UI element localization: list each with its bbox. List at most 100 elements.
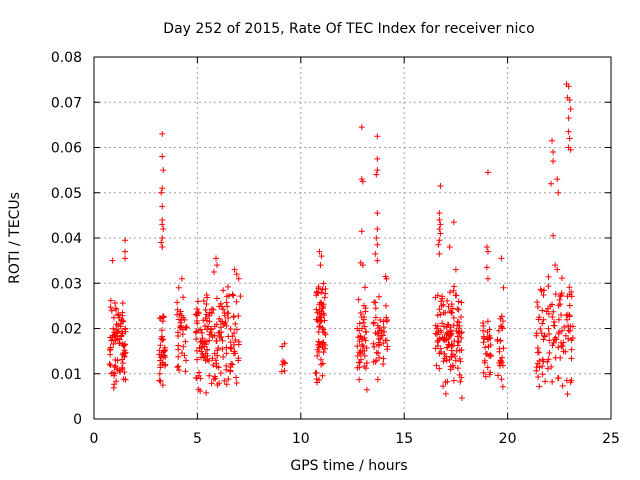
data-point — [204, 294, 211, 301]
data-point — [485, 335, 492, 342]
data-point — [443, 336, 450, 343]
data-point — [225, 314, 232, 321]
data-point — [363, 360, 370, 367]
data-point — [363, 344, 370, 351]
data-point — [175, 284, 182, 291]
data-point — [358, 124, 365, 131]
data-point — [552, 354, 559, 361]
data-point — [322, 286, 329, 293]
data-point — [174, 329, 181, 336]
data-point — [565, 327, 572, 334]
data-point — [157, 357, 164, 364]
data-point — [480, 369, 487, 376]
data-point — [195, 386, 202, 393]
data-point — [119, 300, 126, 307]
data-point — [193, 336, 200, 343]
data-point — [484, 350, 491, 357]
data-point — [107, 362, 114, 369]
data-point — [372, 250, 379, 257]
data-point — [372, 305, 379, 312]
data-point — [561, 324, 568, 331]
data-point — [121, 369, 128, 376]
data-point — [214, 352, 221, 359]
data-point — [481, 359, 488, 366]
x-tick-label: 10 — [292, 431, 310, 447]
data-point — [195, 298, 202, 305]
data-point — [457, 378, 464, 385]
data-point — [158, 239, 165, 246]
data-point — [534, 299, 541, 306]
data-point — [374, 330, 381, 337]
data-point — [380, 361, 387, 368]
data-point — [539, 307, 546, 314]
data-point — [228, 360, 235, 367]
data-point — [500, 345, 507, 352]
data-point — [549, 378, 556, 385]
data-point — [160, 348, 167, 355]
data-point — [160, 167, 167, 174]
data-point — [494, 337, 501, 344]
data-point — [437, 311, 444, 318]
data-point — [550, 149, 557, 156]
data-point — [202, 341, 209, 348]
data-point — [500, 318, 507, 325]
data-point — [480, 339, 487, 346]
data-point — [452, 266, 459, 273]
data-point — [446, 244, 453, 251]
data-point — [160, 336, 167, 343]
data-point — [546, 337, 553, 344]
data-point — [281, 359, 288, 366]
data-point — [537, 326, 544, 333]
data-point — [111, 364, 118, 371]
data-point — [450, 314, 457, 321]
data-point — [555, 344, 562, 351]
data-point — [313, 292, 320, 299]
data-point — [545, 273, 552, 280]
data-point — [363, 328, 370, 335]
data-point — [203, 338, 210, 345]
data-point — [209, 355, 216, 362]
data-point — [380, 340, 387, 347]
data-point — [566, 284, 573, 291]
data-point — [536, 357, 543, 364]
data-point — [174, 306, 181, 313]
data-point — [383, 314, 390, 321]
data-point — [499, 383, 506, 390]
data-point — [437, 345, 444, 352]
data-point — [193, 317, 200, 324]
data-point — [558, 275, 565, 282]
data-point — [440, 323, 447, 330]
x-tick-label: 15 — [395, 431, 413, 447]
data-point — [483, 244, 490, 251]
data-point — [179, 350, 186, 357]
data-point — [484, 275, 491, 282]
data-point — [223, 381, 230, 388]
data-point — [540, 316, 547, 323]
data-point — [206, 331, 213, 338]
data-point — [451, 283, 458, 290]
data-point — [111, 381, 118, 388]
data-point — [380, 355, 387, 362]
data-point — [159, 382, 166, 389]
data-point — [228, 344, 235, 351]
data-point — [555, 316, 562, 323]
data-point — [220, 306, 227, 313]
data-point — [379, 332, 386, 339]
data-point — [442, 379, 449, 386]
data-point — [374, 133, 381, 140]
data-point — [320, 301, 327, 308]
data-point — [453, 327, 460, 334]
data-point — [156, 377, 163, 384]
data-point — [316, 323, 323, 330]
data-point — [316, 307, 323, 314]
data-point — [498, 324, 505, 331]
data-point — [119, 309, 126, 316]
data-point — [536, 349, 543, 356]
data-point — [544, 305, 551, 312]
data-point — [377, 336, 384, 343]
data-point — [317, 356, 324, 363]
data-point — [432, 330, 439, 337]
data-point — [383, 275, 390, 282]
data-point — [221, 377, 228, 384]
data-point — [361, 334, 368, 341]
